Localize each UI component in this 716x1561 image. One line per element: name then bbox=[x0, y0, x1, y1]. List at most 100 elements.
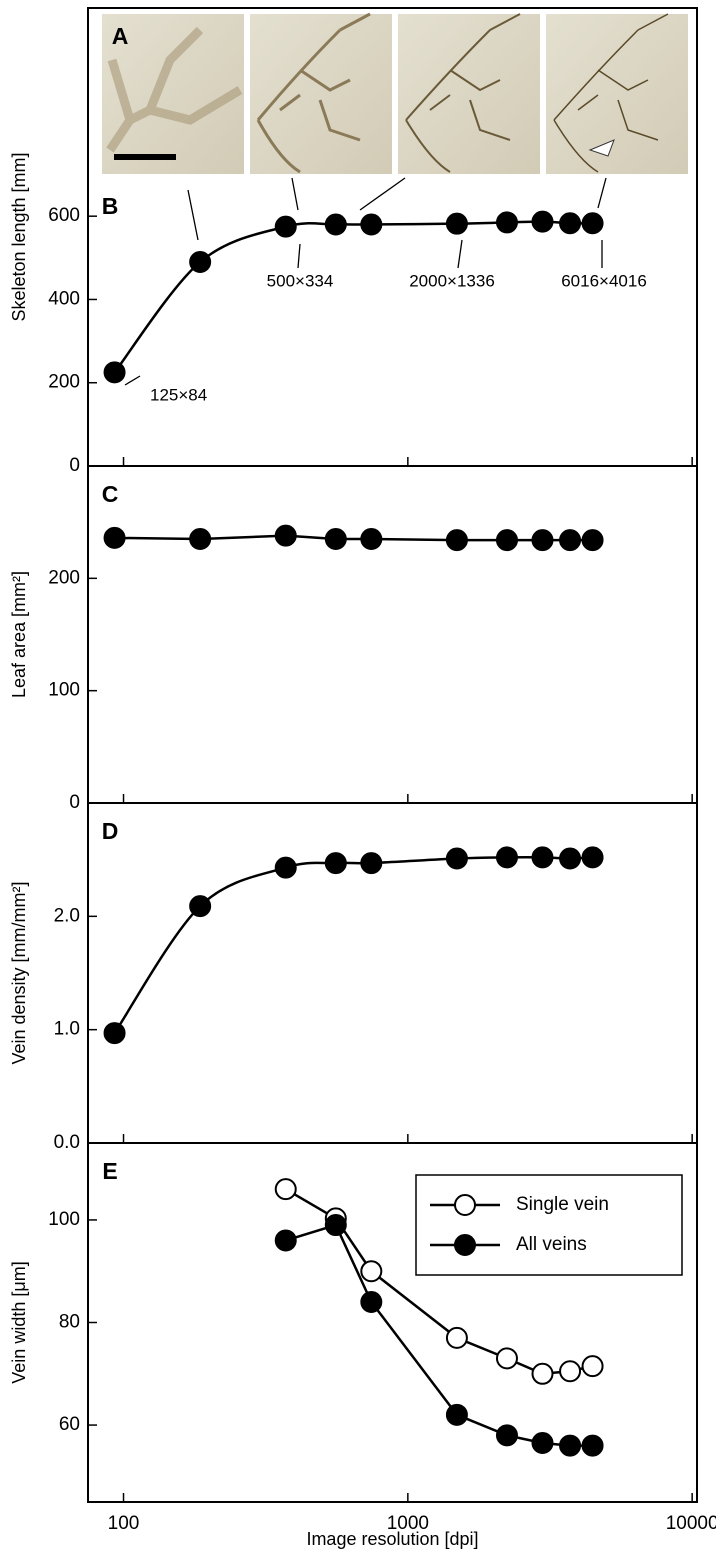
marker bbox=[495, 1347, 518, 1370]
marker bbox=[324, 213, 347, 236]
image-leader bbox=[187, 189, 199, 241]
marker bbox=[531, 1362, 554, 1385]
marker bbox=[103, 1022, 126, 1045]
marker bbox=[495, 211, 518, 234]
y-tick-label: 80 bbox=[59, 1312, 80, 1333]
legend-marker bbox=[454, 1194, 476, 1216]
marker bbox=[360, 852, 383, 875]
y-tick-label: 200 bbox=[48, 372, 80, 393]
annotation: 500×334 bbox=[267, 271, 334, 290]
series-line bbox=[113, 856, 593, 1034]
x-tick-label: 100 bbox=[108, 1513, 140, 1534]
image-leader bbox=[291, 177, 299, 211]
inset-images bbox=[102, 12, 688, 174]
marker bbox=[445, 212, 468, 235]
inset-image bbox=[250, 14, 392, 174]
x-tick-label: 1000 bbox=[387, 1513, 429, 1534]
y-tick-label: 100 bbox=[48, 680, 80, 701]
y-axis-label: Skeleton length [mm] bbox=[9, 152, 29, 321]
annotation-leader bbox=[457, 239, 463, 269]
marker bbox=[445, 529, 468, 552]
annotation: 125×84 bbox=[150, 385, 207, 404]
image-leader bbox=[597, 177, 607, 209]
marker bbox=[324, 1214, 347, 1237]
y-tick-label: 0 bbox=[69, 792, 80, 813]
marker bbox=[495, 529, 518, 552]
marker bbox=[360, 1260, 383, 1283]
marker bbox=[581, 1434, 604, 1457]
marker bbox=[581, 529, 604, 552]
marker bbox=[559, 1360, 582, 1383]
marker bbox=[559, 847, 582, 870]
marker bbox=[445, 847, 468, 870]
annotation-leader bbox=[297, 243, 301, 269]
marker bbox=[360, 213, 383, 236]
legend-box bbox=[415, 1174, 683, 1276]
y-tick-label: 600 bbox=[48, 205, 80, 226]
marker bbox=[531, 1432, 554, 1455]
marker bbox=[531, 846, 554, 869]
plot-frame bbox=[87, 465, 698, 804]
y-axis-label: Vein density [mm/mm²] bbox=[9, 881, 29, 1064]
inset-image bbox=[398, 14, 540, 174]
marker bbox=[324, 852, 347, 875]
vein-pixels bbox=[106, 26, 243, 153]
marker bbox=[531, 210, 554, 233]
marker bbox=[581, 212, 604, 235]
marker bbox=[581, 1355, 604, 1378]
marker bbox=[360, 1290, 383, 1313]
legend-label: Single vein bbox=[516, 1194, 609, 1215]
marker bbox=[360, 528, 383, 551]
series-line bbox=[114, 534, 593, 542]
marker bbox=[559, 212, 582, 235]
y-tick-label: 100 bbox=[48, 1209, 80, 1230]
panel-label: D bbox=[102, 818, 119, 844]
annotation: 6016×4016 bbox=[561, 271, 647, 290]
panel-label: A bbox=[112, 23, 129, 49]
panel-label: B bbox=[102, 193, 119, 219]
panel-label: C bbox=[102, 481, 119, 507]
marker bbox=[189, 528, 212, 551]
image-leader bbox=[359, 177, 406, 211]
y-tick-label: 1.0 bbox=[54, 1019, 80, 1040]
y-tick-label: 0 bbox=[69, 455, 80, 476]
marker bbox=[274, 856, 297, 879]
marker bbox=[559, 1434, 582, 1457]
arrowhead bbox=[588, 139, 615, 157]
y-tick-label: 400 bbox=[48, 288, 80, 309]
marker bbox=[189, 895, 212, 918]
x-axis-label: Image resolution [dpi] bbox=[306, 1529, 478, 1549]
legend-label: All veins bbox=[516, 1234, 587, 1255]
vein bbox=[256, 12, 371, 174]
marker bbox=[495, 1424, 518, 1447]
vein bbox=[553, 13, 669, 173]
plot-frame bbox=[87, 802, 698, 1144]
vein bbox=[405, 13, 521, 173]
marker bbox=[274, 1229, 297, 1252]
annotation: 2000×1336 bbox=[409, 271, 495, 290]
marker bbox=[581, 846, 604, 869]
marker bbox=[495, 846, 518, 869]
inset-image bbox=[546, 14, 688, 174]
marker bbox=[445, 1326, 468, 1349]
y-tick-label: 200 bbox=[48, 567, 80, 588]
marker bbox=[189, 250, 212, 273]
y-tick-label: 60 bbox=[59, 1414, 80, 1435]
legend-marker bbox=[454, 1234, 476, 1256]
marker bbox=[324, 528, 347, 551]
annotation-leader bbox=[124, 375, 141, 386]
marker bbox=[559, 529, 582, 552]
scale-bar bbox=[114, 154, 176, 160]
marker bbox=[274, 1178, 297, 1201]
y-axis-label: Vein width [μm] bbox=[9, 1261, 29, 1383]
y-axis-label: Leaf area [mm²] bbox=[9, 571, 29, 698]
series-line bbox=[113, 220, 593, 374]
marker bbox=[531, 529, 554, 552]
y-tick-label: 0.0 bbox=[54, 1132, 80, 1153]
x-tick-label: 10000 bbox=[666, 1513, 716, 1534]
marker bbox=[274, 524, 297, 547]
panel-label: E bbox=[102, 1158, 117, 1184]
marker bbox=[445, 1403, 468, 1426]
